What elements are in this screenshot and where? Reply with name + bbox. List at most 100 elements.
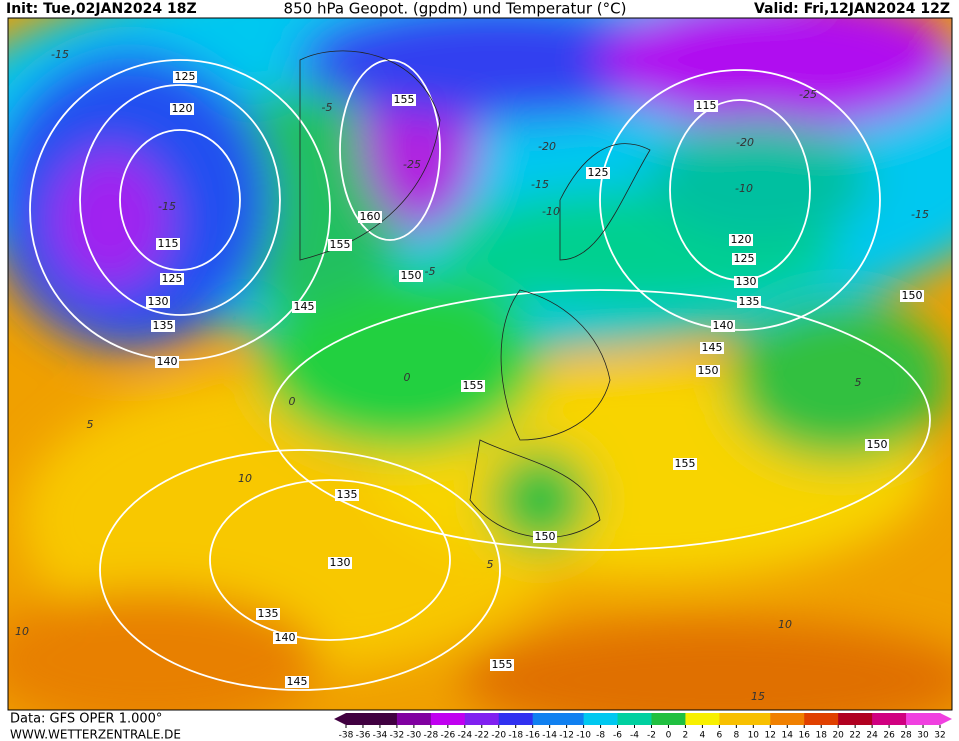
geopotential-label: 145 — [294, 300, 315, 313]
data-source: Data: GFS OPER 1.000° — [10, 712, 162, 727]
temperature-label: -25 — [403, 158, 421, 171]
label-box — [156, 238, 180, 250]
geopotential-label: 155 — [675, 457, 696, 470]
label-box — [700, 342, 724, 354]
legend-swatch — [838, 713, 856, 725]
contour-labels: 1251201151251301351401551601551501451551… — [15, 48, 929, 703]
color-legend: -38 -36 -34 -32 -30 -28 -26 -24 -22 -20 -18 -16 -14-… — [334, 713, 952, 741]
legend-tick-label: -22 — [474, 731, 489, 741]
temperature-label: 10 — [15, 625, 29, 638]
temperature-label: 0 — [404, 371, 411, 384]
legend-swatch — [855, 713, 873, 725]
temperature-label: -15 — [51, 48, 69, 61]
label-box — [490, 659, 514, 671]
legend-swatch — [413, 713, 432, 725]
label-box — [273, 632, 297, 644]
geopotential-label: 155 — [492, 658, 513, 671]
temperature-label: 5 — [855, 376, 862, 389]
label-box — [734, 276, 758, 288]
init-time: Init: Tue,02JAN2024 18Z — [6, 1, 197, 17]
legend-swatch — [583, 713, 602, 725]
temperature-label: 15 — [751, 690, 765, 703]
geopotential-label: 155 — [463, 379, 484, 392]
legend-tick-label: -18 — [508, 731, 523, 741]
label-box — [151, 320, 175, 332]
valid-time: Valid: Fri,12JAN2024 12Z — [754, 1, 950, 17]
temperature-label: -10 — [735, 182, 753, 195]
legend-swatch — [464, 713, 483, 725]
label-box — [160, 273, 184, 285]
legend-swatch — [430, 713, 449, 725]
legend-tick-label: -32 — [390, 731, 405, 741]
legend-tick-label: -24 — [457, 731, 472, 741]
legend-swatch — [532, 713, 551, 725]
geopotential-label: 125 — [588, 166, 609, 179]
geopotential-label: 115 — [696, 99, 717, 112]
temperature-label: 10 — [238, 472, 252, 485]
geopotential-label: 140 — [275, 631, 296, 644]
label-box — [732, 253, 756, 265]
legend-tick-label: -30 — [407, 731, 422, 741]
legend-swatch — [787, 713, 805, 725]
label-box — [170, 103, 194, 115]
legend-swatch — [498, 713, 517, 725]
label-box — [711, 320, 735, 332]
temperature-label: -15 — [531, 178, 549, 191]
legend-swatch — [515, 713, 534, 725]
legend-tick-label: 12 — [765, 731, 776, 741]
legend-swatch — [753, 713, 771, 725]
temperature-label: -15 — [911, 208, 929, 221]
geopotential-label: 140 — [157, 355, 178, 368]
temperature-label: 5 — [87, 418, 94, 431]
map-title: 850 hPa Geopot. (gpdm) und Temperatur (°… — [284, 0, 627, 18]
label-box — [461, 380, 485, 392]
legend-swatch — [906, 713, 924, 725]
website: WWW.WETTERZENTRALE.DE — [10, 728, 181, 741]
legend-swatch — [396, 713, 415, 725]
legend-tick-label: 16 — [799, 731, 811, 741]
legend-tick-label: -6 — [613, 731, 622, 741]
label-box — [292, 301, 316, 313]
legend-swatch — [362, 713, 381, 725]
geopotential-label: 135 — [337, 488, 358, 501]
geopotential-label: 145 — [287, 675, 308, 688]
legend-tick-label: 26 — [883, 731, 895, 741]
label-box — [694, 100, 718, 112]
geopotential-label: 150 — [698, 364, 719, 377]
label-box — [737, 296, 761, 308]
legend-swatch — [481, 713, 500, 725]
geopotential-label: 120 — [172, 102, 193, 115]
legend-swatch — [651, 713, 669, 725]
label-box — [533, 531, 557, 543]
legend-tick-label: -26 — [440, 731, 455, 741]
temperature-label: 10 — [778, 618, 792, 631]
legend-arrow-left — [334, 713, 346, 725]
geopotential-label: 155 — [330, 238, 351, 251]
legend-swatch — [770, 713, 788, 725]
legend-tick-label: 10 — [748, 731, 760, 741]
legend-tick-label: 28 — [900, 731, 912, 741]
legend-tick-label: 18 — [815, 731, 827, 741]
geopotential-label: 135 — [739, 295, 760, 308]
geopotential-label: 130 — [736, 275, 757, 288]
legend-tick-label: 6 — [717, 731, 723, 741]
legend-arrow-right — [940, 713, 952, 725]
geopotential-label: 145 — [702, 341, 723, 354]
legend-swatch — [804, 713, 822, 725]
temperature-label: -5 — [425, 265, 436, 278]
geopotential-label: 135 — [258, 607, 279, 620]
label-box — [328, 557, 352, 569]
label-box — [155, 356, 179, 368]
label-box — [328, 239, 352, 251]
legend-swatch — [736, 713, 754, 725]
geopotential-label: 150 — [535, 530, 556, 543]
legend-tick-label: 4 — [700, 731, 706, 741]
geopotential-label: 135 — [153, 319, 174, 332]
label-box — [865, 439, 889, 451]
label-box — [335, 489, 359, 501]
legend-swatch — [617, 713, 636, 725]
temperature-label: 0 — [289, 395, 296, 408]
